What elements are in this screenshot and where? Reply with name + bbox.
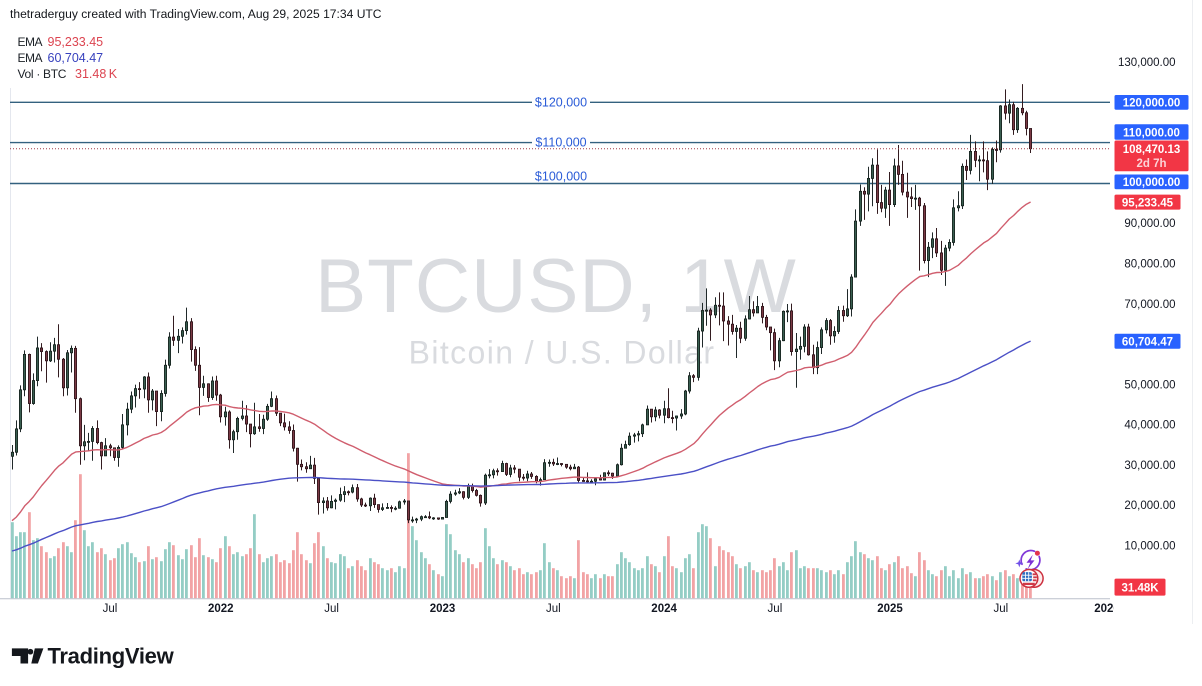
svg-text:95,233.45: 95,233.45 — [1122, 197, 1174, 209]
svg-text:Jul: Jul — [103, 603, 118, 615]
svg-text:EMA: EMA — [18, 51, 43, 65]
svg-text:31.48K: 31.48K — [1121, 582, 1159, 594]
svg-text:2024: 2024 — [651, 603, 677, 615]
svg-text:108,470.13: 108,470.13 — [1123, 144, 1181, 156]
svg-text:Jul: Jul — [768, 603, 783, 615]
svg-text:thetraderguy created with Trad: thetraderguy created with TradingView.co… — [10, 7, 382, 21]
svg-text:Jul: Jul — [324, 603, 339, 615]
svg-text:2025: 2025 — [877, 603, 903, 615]
svg-text:60,704.47: 60,704.47 — [1122, 336, 1173, 348]
svg-text:80,000.00: 80,000.00 — [1124, 259, 1175, 271]
svg-text:EMA: EMA — [18, 35, 43, 49]
svg-text:Jul: Jul — [546, 603, 561, 615]
svg-text:2023: 2023 — [430, 603, 456, 615]
svg-text:TradingView: TradingView — [48, 644, 175, 669]
svg-text:90,000.00: 90,000.00 — [1124, 218, 1175, 230]
svg-text:30,000.00: 30,000.00 — [1124, 460, 1175, 472]
svg-text:Vol · BTC: Vol · BTC — [18, 67, 67, 81]
svg-text:2026: 2026 — [1094, 603, 1120, 615]
svg-text:60,704.47: 60,704.47 — [48, 51, 104, 65]
svg-text:Bitcoin / U.S. Dollar: Bitcoin / U.S. Dollar — [409, 335, 716, 371]
svg-text:31.48 K: 31.48 K — [75, 67, 118, 81]
svg-text:Jul: Jul — [993, 603, 1008, 615]
svg-text:10,000.00: 10,000.00 — [1124, 540, 1175, 552]
svg-text:100,000.00: 100,000.00 — [1123, 177, 1181, 189]
svg-text:110,000.00: 110,000.00 — [1123, 127, 1180, 139]
svg-text:$100,000: $100,000 — [535, 170, 587, 184]
svg-text:$120,000: $120,000 — [535, 95, 587, 109]
svg-text:95,233.45: 95,233.45 — [48, 35, 104, 49]
svg-text:130,000.00: 130,000.00 — [1118, 57, 1176, 69]
svg-text:40,000.00: 40,000.00 — [1124, 420, 1175, 432]
svg-text:70,000.00: 70,000.00 — [1124, 299, 1175, 311]
svg-text:2022: 2022 — [208, 603, 234, 615]
svg-text:50,000.00: 50,000.00 — [1124, 379, 1175, 391]
svg-text:$110,000: $110,000 — [535, 136, 586, 150]
svg-text:2d 7h: 2d 7h — [1136, 158, 1166, 170]
svg-text:120,000.00: 120,000.00 — [1123, 98, 1181, 110]
svg-text:20,000.00: 20,000.00 — [1124, 500, 1175, 512]
